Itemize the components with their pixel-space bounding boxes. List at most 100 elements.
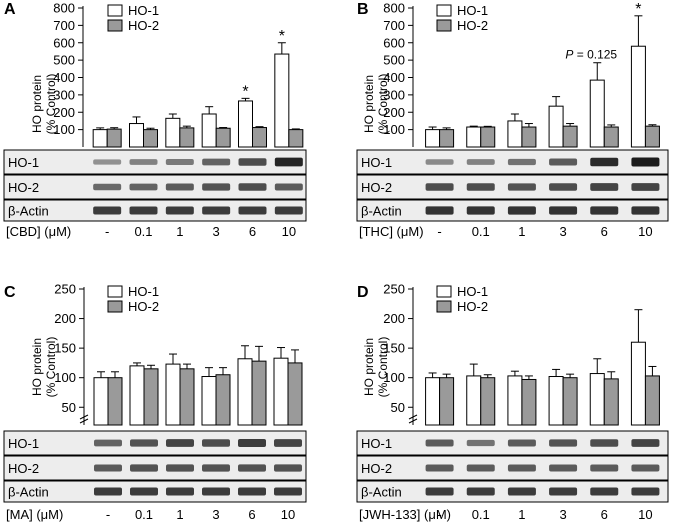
bar-ho-1-1 [466, 126, 482, 148]
bar-ho-1-4 [238, 100, 253, 148]
y-tick-label: 150 [54, 341, 76, 356]
y-axis-label-line1: HO protein [362, 338, 376, 396]
y-tick-label: 200 [53, 105, 75, 120]
bar-ho-1-1 [129, 123, 144, 148]
bars [425, 309, 660, 426]
legend-label: HO-2 [128, 18, 159, 33]
blot-band [202, 206, 231, 215]
blot-strip-ho-1: HO-1 [356, 430, 669, 456]
blot-band [93, 183, 122, 191]
blot-band [425, 183, 454, 191]
blot-band [166, 439, 194, 447]
blot-band [549, 206, 578, 215]
bar-ho-1-2 [507, 120, 523, 148]
blot-strip--actin: β-Actin [356, 480, 669, 503]
blot-strip-ho-2: HO-2 [3, 455, 307, 481]
bar-ho-1-1 [129, 365, 145, 426]
x-category-label: 10 [638, 507, 652, 522]
blot-band [549, 439, 578, 447]
blot-band [631, 464, 660, 472]
y-tick-label: 700 [53, 18, 75, 33]
x-category-label: 1 [518, 224, 525, 239]
y-axis-label: HO protein(% Control) [30, 337, 58, 398]
blot-label: HO-1 [361, 436, 392, 451]
y-tick-label: 300 [53, 87, 75, 102]
blot-band [590, 464, 619, 472]
axis-break-mark [408, 414, 418, 420]
y-tick-label: 250 [383, 282, 405, 297]
blot-label: HO-2 [8, 461, 39, 476]
blot-band [130, 439, 158, 447]
x-category-label: 3 [559, 224, 566, 239]
legend-label: HO-2 [457, 299, 488, 314]
bar-ho-1-4 [237, 358, 253, 426]
bar-ho-2-4 [603, 126, 619, 148]
blot-band [549, 158, 578, 166]
blot-label: HO-2 [8, 180, 39, 195]
blot-band [425, 206, 454, 215]
blot-band [466, 159, 495, 165]
blot-band [590, 487, 619, 496]
p-value: = 0.125 [573, 48, 617, 62]
blot-band [507, 206, 536, 215]
bar-ho-2-2 [521, 126, 537, 148]
y-tick-label: 600 [383, 35, 405, 50]
panel-d: D HO protein(% Control) 250 200 150 100 50 HO-1… [356, 282, 669, 522]
x-category-label: 10 [282, 224, 296, 239]
bar-ho-1-2 [165, 117, 181, 148]
y-tick-label: 600 [53, 35, 75, 50]
x-category-label: 10 [638, 224, 652, 239]
blot-band [466, 206, 495, 215]
y-tick-label: 200 [383, 105, 405, 120]
legend-swatch-ho-2 [107, 19, 123, 32]
bar-ho-2-3 [562, 377, 578, 426]
blot-strip--actin: β-Actin [3, 199, 307, 222]
blot-band [466, 464, 495, 472]
blot-band [425, 464, 454, 472]
blot-label: HO-2 [361, 180, 392, 195]
blot-band [238, 439, 266, 447]
blot-band [590, 183, 619, 191]
x-category-label: 3 [559, 507, 566, 522]
blot-band [631, 439, 660, 447]
y-axis-label-line2: (% Control) [44, 74, 58, 135]
bar-ho-2-5 [288, 129, 304, 148]
bar-ho-1-5 [273, 357, 289, 426]
y-tick-label: 100 [54, 370, 76, 385]
panel-label: B [357, 1, 369, 18]
x-category-label: - [437, 507, 441, 522]
treatment-label: [JWH-133] (μM) [359, 507, 451, 522]
bar-ho-1-0 [425, 129, 441, 148]
blot-band [466, 183, 495, 191]
p-symbol: P [565, 48, 573, 62]
blot-band [507, 464, 536, 472]
panel-a: A HO protein(% Control) 800 700 600 500 400 300… [3, 1, 307, 239]
legend-label: HO-2 [128, 299, 159, 314]
axis-break-mark [79, 414, 89, 420]
x-category-label: 3 [212, 507, 219, 522]
y-tick-label: 800 [53, 1, 75, 16]
x-category-label: 1 [176, 224, 183, 239]
blot-band [165, 206, 194, 215]
x-category-label: 0.1 [134, 224, 152, 239]
x-category-label: 6 [601, 507, 608, 522]
y-tick-label: 50 [62, 400, 76, 415]
blot-band [274, 487, 302, 496]
y-axis-label: HO protein(% Control) [362, 74, 390, 135]
x-category-label: 1 [518, 507, 525, 522]
bar-ho-1-0 [92, 129, 108, 148]
bars [93, 345, 303, 426]
blot-band [590, 157, 619, 167]
blot-band [130, 487, 158, 496]
panel-label: D [357, 284, 369, 301]
y-tick-label: 700 [383, 18, 405, 33]
legend-swatch-ho-2 [436, 19, 452, 32]
y-axis-label-line2: (% Control) [376, 337, 390, 398]
y-tick-label: 100 [383, 370, 405, 385]
x-category-label: 0.1 [472, 507, 490, 522]
y-tick-label: 200 [54, 311, 76, 326]
blot-band [93, 159, 122, 165]
x-category-label: 1 [176, 507, 183, 522]
legend-swatch-ho-1 [107, 4, 123, 17]
bar-ho-1-4 [589, 373, 605, 426]
